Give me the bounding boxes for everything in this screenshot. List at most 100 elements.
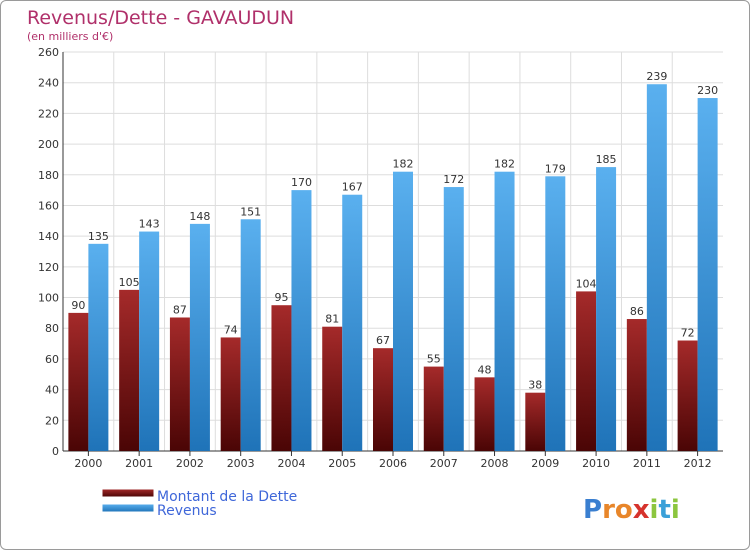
bar-revenue [596,167,617,451]
grid-lines [63,51,723,451]
data-label: 74 [224,323,238,336]
data-label: 104 [576,277,597,290]
bar-debt [68,312,89,451]
data-label: 148 [189,210,210,223]
data-label: 135 [88,230,109,243]
legend-swatch-debt [101,488,155,498]
chart-title: Revenus/Dette - GAVAUDUN [27,7,294,29]
x-tick-label: 2010 [582,457,610,470]
data-label: 95 [274,291,288,304]
data-label: 105 [119,276,140,289]
data-label: 143 [139,218,160,231]
data-label: 167 [342,181,363,194]
data-label: 239 [646,70,667,83]
bar-revenue [139,231,160,451]
bar-debt [525,392,546,451]
x-tick-label: 2009 [531,457,559,470]
y-tick-label: 180 [38,169,59,182]
bar-debt [373,348,393,451]
legend-swatch-revenue [101,503,155,513]
data-label: 230 [697,84,718,97]
bar-revenue [646,84,667,451]
x-tick-label: 2004 [277,457,305,470]
x-tick-label: 2006 [379,457,407,470]
bar-debt [220,337,241,451]
proxiti-logo: Proxiti [583,495,680,525]
bar-debt [677,340,698,451]
y-tick-label: 120 [38,261,59,274]
logo-letter: r [602,495,615,525]
y-tick-label: 20 [45,414,59,427]
y-tick-label: 100 [38,292,59,305]
data-label: 90 [71,299,85,312]
value-labels: 90 135 105 143 87 148 74 151 95 170 81 167 67 182 55 17… [71,70,718,391]
y-tick-label: 200 [38,138,59,151]
x-tick-label: 2002 [176,457,204,470]
bar-revenue [545,176,566,452]
logo-letter: P [583,495,602,525]
y-tick-label: 220 [38,107,59,120]
x-tick-label: 2007 [430,457,458,470]
data-label: 182 [393,158,414,171]
bar-revenue [393,171,413,451]
x-tick-label: 2008 [481,457,509,470]
bar-debt [169,317,190,451]
logo-letter: x [633,495,650,525]
chart-subtitle: (en milliers d'€) [27,30,113,43]
y-tick-label: 160 [38,199,59,212]
bar-revenue [189,223,210,451]
x-tick-label: 2011 [633,457,661,470]
bar-debt [322,326,343,451]
bar-revenue [342,194,363,451]
bar-debt [474,377,495,451]
bar-debt [423,366,444,451]
axes: 0 20 40 60 80 100 120 140 160 180 200 220 240 260 2000… [38,46,723,470]
bar-debt [576,291,597,451]
data-label: 55 [427,353,441,366]
x-tick-label: 2005 [328,457,356,470]
x-tick-label: 2001 [125,457,153,470]
data-label: 67 [376,334,390,347]
y-tick-label: 240 [38,77,59,90]
bar-revenue [240,219,261,451]
data-label: 38 [528,379,542,392]
logo-letter: i [650,495,659,525]
x-tick-label: 2012 [684,457,712,470]
x-tick-label: 2000 [74,457,102,470]
data-label: 172 [443,173,464,186]
bar-debt [271,305,292,451]
y-tick-label: 40 [45,384,59,397]
logo-letter: t [658,495,670,525]
data-label: 81 [325,313,339,326]
bar-debt [626,319,647,451]
legend-label-revenue: Revenus [157,503,217,519]
y-tick-label: 0 [52,445,59,458]
bars [68,84,718,452]
logo-letter: i [671,495,680,525]
data-label: 185 [596,153,617,166]
y-tick-label: 140 [38,230,59,243]
legend: Montant de la Dette Revenus [101,488,297,519]
logo-letter: o [615,495,633,525]
data-label: 48 [478,363,492,376]
bar-revenue [494,171,515,451]
legend-label-debt: Montant de la Dette [157,489,297,505]
bar-revenue [291,190,312,451]
data-label: 87 [173,303,187,316]
y-tick-label: 80 [45,322,59,335]
y-tick-label: 260 [38,46,59,59]
data-label: 182 [494,158,515,171]
x-tick-label: 2003 [227,457,255,470]
y-tick-label: 60 [45,353,59,366]
data-label: 170 [291,176,312,189]
data-label: 151 [240,205,261,218]
data-label: 86 [630,305,644,318]
bar-revenue [88,243,109,451]
bar-revenue [443,187,464,452]
bar-revenue [697,98,718,452]
bar-debt [119,289,140,451]
data-label: 179 [545,162,566,175]
data-label: 72 [681,327,695,340]
